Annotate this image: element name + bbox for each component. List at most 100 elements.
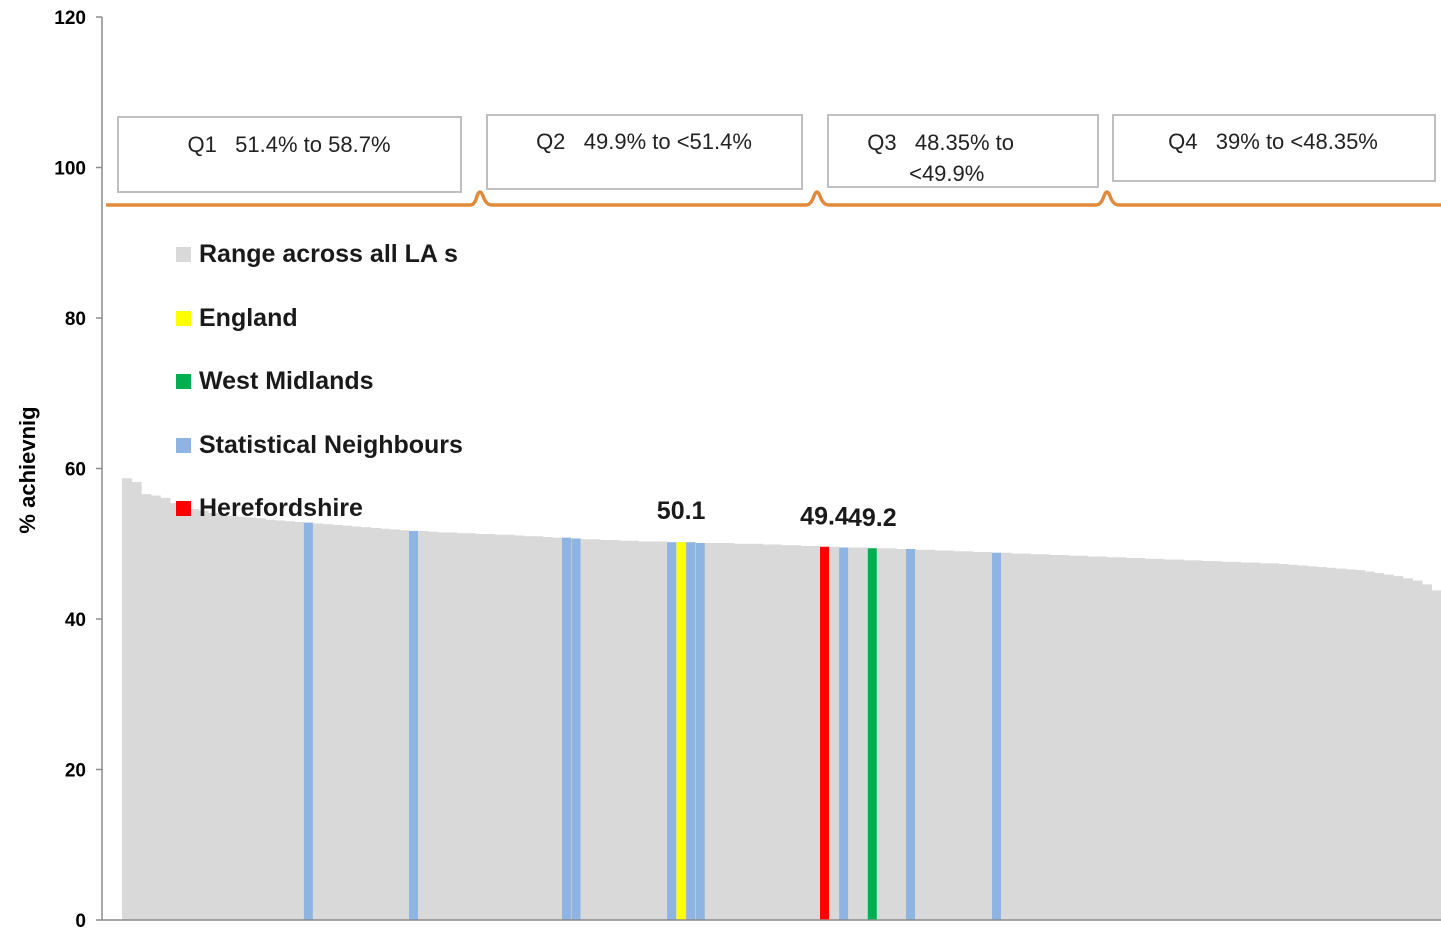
bar bbox=[724, 543, 735, 920]
bar bbox=[705, 543, 716, 920]
bar bbox=[466, 533, 477, 920]
bar bbox=[179, 506, 190, 920]
bar bbox=[504, 534, 515, 920]
bar bbox=[733, 543, 744, 920]
quartile-label-q2: Q2 49.9% to <51.4% bbox=[536, 129, 752, 154]
bar bbox=[924, 549, 936, 920]
legend-item-herefordshire: Herefordshire bbox=[176, 494, 363, 522]
quartile-label-q3: Q3 48.35% to <49.9% bbox=[867, 130, 1057, 186]
bar bbox=[322, 524, 333, 920]
bar bbox=[771, 544, 783, 920]
bar bbox=[227, 515, 238, 920]
bar bbox=[1068, 555, 1079, 920]
y-tick-label: 80 bbox=[65, 309, 86, 330]
y-tick-label: 0 bbox=[75, 911, 86, 929]
bar bbox=[915, 549, 926, 920]
bar bbox=[1077, 555, 1088, 920]
bar bbox=[485, 533, 496, 920]
bar bbox=[1412, 580, 1423, 920]
bar bbox=[1106, 557, 1117, 920]
legend-swatch-herefordshire bbox=[176, 501, 191, 516]
highlight-bar bbox=[303, 522, 313, 920]
bar bbox=[1125, 558, 1136, 920]
bar bbox=[714, 543, 725, 920]
bar bbox=[1431, 590, 1441, 920]
bar bbox=[1154, 558, 1165, 920]
quartile-bracket bbox=[106, 190, 1441, 207]
bar bbox=[160, 497, 171, 920]
bar bbox=[236, 516, 247, 920]
bar bbox=[1288, 564, 1299, 920]
legend-label-range: Range across all LA s bbox=[199, 240, 458, 268]
legend-item-west-midlands: West Midlands bbox=[176, 367, 374, 395]
bar bbox=[217, 514, 228, 920]
y-tick-label: 60 bbox=[65, 460, 86, 481]
highlight-bar bbox=[906, 549, 916, 920]
bar bbox=[647, 541, 658, 920]
bar bbox=[1307, 566, 1318, 920]
quartile-label-q4: Q4 39% to <48.35% bbox=[1168, 129, 1378, 154]
bar bbox=[456, 533, 467, 920]
legend-label-england: England bbox=[199, 304, 298, 332]
bar bbox=[370, 527, 381, 920]
bar bbox=[972, 552, 983, 920]
y-tick-label: 20 bbox=[65, 761, 86, 782]
bar bbox=[743, 543, 754, 920]
highlight-bar bbox=[695, 543, 705, 920]
bar bbox=[934, 550, 945, 920]
bar bbox=[380, 528, 391, 920]
bar bbox=[1163, 559, 1174, 920]
bar bbox=[963, 551, 974, 920]
bar bbox=[1049, 555, 1060, 920]
bar bbox=[122, 478, 133, 920]
bar bbox=[532, 536, 544, 920]
highlight-bar bbox=[561, 537, 571, 920]
highlight-bar bbox=[839, 547, 849, 920]
bar bbox=[1249, 562, 1260, 920]
legend-swatch-england bbox=[176, 311, 191, 326]
bar bbox=[399, 530, 410, 920]
bar bbox=[1421, 584, 1433, 920]
bar bbox=[953, 551, 964, 920]
legend: Range across all LA s England West Midla… bbox=[176, 240, 463, 522]
bar bbox=[1182, 560, 1194, 920]
bar bbox=[791, 545, 802, 920]
bar bbox=[131, 482, 142, 920]
highlight-bar bbox=[676, 542, 686, 920]
legend-item-england: England bbox=[176, 304, 298, 332]
bar bbox=[360, 527, 372, 920]
highlight-bar bbox=[667, 542, 677, 920]
bar bbox=[446, 532, 458, 920]
y-axis-label: % achievnig bbox=[15, 406, 40, 533]
bar bbox=[389, 529, 400, 920]
bar bbox=[628, 540, 639, 920]
bar bbox=[1001, 552, 1012, 920]
bar bbox=[284, 521, 295, 920]
bar bbox=[1039, 554, 1050, 920]
bar bbox=[1259, 563, 1270, 920]
bar bbox=[1116, 557, 1127, 920]
bar bbox=[1240, 562, 1251, 920]
bar bbox=[1316, 567, 1327, 920]
bar bbox=[188, 509, 200, 920]
bar bbox=[781, 545, 792, 920]
legend-label-herefordshire: Herefordshire bbox=[199, 494, 363, 522]
bar bbox=[1211, 561, 1222, 920]
data-label-west-midlands: 49.2 bbox=[848, 504, 897, 532]
bar bbox=[599, 539, 611, 920]
bar bbox=[169, 503, 180, 920]
highlight-bar bbox=[992, 552, 1002, 920]
bar bbox=[523, 536, 534, 920]
bar bbox=[1268, 563, 1280, 920]
bar bbox=[762, 544, 773, 920]
highlight-bar bbox=[409, 530, 418, 920]
bar bbox=[552, 537, 563, 920]
data-label-england: 50.1 bbox=[657, 497, 706, 525]
legend-swatch-statistical-neighbours bbox=[176, 438, 191, 453]
bar bbox=[829, 546, 840, 920]
bar bbox=[513, 535, 525, 920]
bar bbox=[1335, 568, 1347, 920]
bar bbox=[877, 548, 888, 920]
bar bbox=[1173, 559, 1184, 920]
bar bbox=[313, 523, 324, 920]
